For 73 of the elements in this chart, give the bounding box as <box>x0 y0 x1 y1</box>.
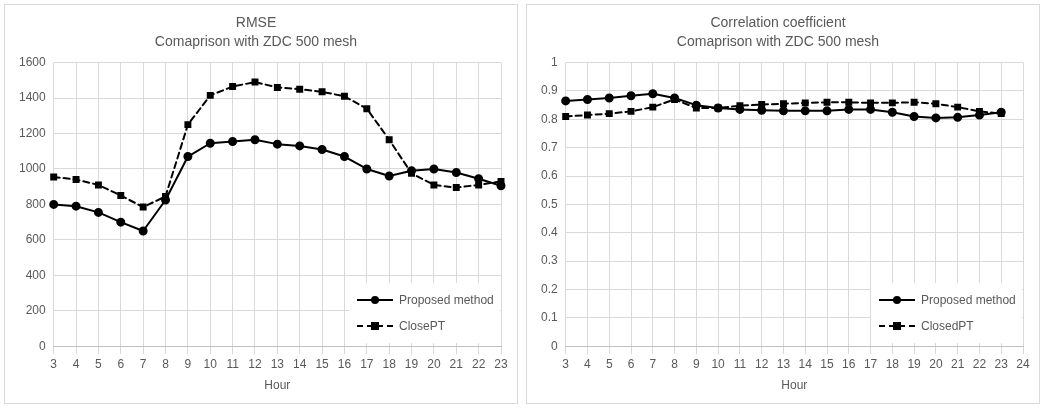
x-tick-label: 14 <box>798 356 813 371</box>
x-tick-label: 4 <box>72 356 80 371</box>
y-tick-label: 0.6 <box>540 168 558 183</box>
x-tick-label: 14 <box>293 356 307 371</box>
x-tick-label: 3 <box>562 356 570 371</box>
x-tick-label: 3 <box>50 356 58 371</box>
x-tick-label: 6 <box>117 356 125 371</box>
x-axis-title: Hour <box>781 378 808 393</box>
x-tick-label: 19 <box>404 356 419 371</box>
y-tick-label: 0.4 <box>540 225 558 240</box>
x-tick-label: 12 <box>248 356 262 371</box>
x-tick-label: 5 <box>95 356 103 371</box>
x-tick-label: 22 <box>471 356 486 371</box>
x-tick-label: 18 <box>382 356 397 371</box>
x-tick-label: 10 <box>711 356 726 371</box>
x-tick-label: 16 <box>842 356 856 371</box>
legend-label: Proposed method <box>921 293 1016 308</box>
x-tick-label: 13 <box>776 356 791 371</box>
x-tick-label: 11 <box>733 356 747 371</box>
x-tick-label: 4 <box>584 356 592 371</box>
y-tick-label: 400 <box>25 267 47 282</box>
x-tick-label: 21 <box>449 356 464 371</box>
chart-title: Correlation coefficient <box>710 14 846 31</box>
x-tick-label: 18 <box>885 356 900 371</box>
y-tick-label: 0.7 <box>540 139 558 154</box>
y-tick-label: 200 <box>25 303 47 318</box>
x-axis-title: Hour <box>264 378 291 393</box>
y-tick-label: 0.8 <box>540 111 558 126</box>
chart-title: RMSE <box>235 14 277 31</box>
y-tick-label: 0.9 <box>540 83 558 98</box>
x-tick-label: 7 <box>649 356 657 371</box>
x-tick-label: 21 <box>950 356 965 371</box>
y-tick-label: 1400 <box>18 90 47 105</box>
x-tick-label: 19 <box>907 356 922 371</box>
y-tick-label: 0.2 <box>540 281 558 296</box>
legend-label: Proposed method <box>399 293 494 308</box>
x-tick-label: 22 <box>972 356 987 371</box>
x-tick-label: 23 <box>494 356 508 371</box>
x-tick-label: 9 <box>184 356 192 371</box>
x-tick-label: 9 <box>693 356 700 371</box>
x-tick-label: 15 <box>315 356 330 371</box>
x-tick-label: 23 <box>994 356 1009 371</box>
x-tick-label: 11 <box>226 356 240 371</box>
x-tick-label: 8 <box>162 356 170 371</box>
chart-subtitle: Comaprison with ZDC 500 mesh <box>154 33 358 50</box>
y-tick-label: 1200 <box>18 125 47 140</box>
x-tick-label: 20 <box>427 356 441 371</box>
x-tick-label: 12 <box>755 356 769 371</box>
x-tick-label: 6 <box>627 356 635 371</box>
x-tick-label: 7 <box>139 356 147 371</box>
y-tick-label: 1 <box>550 54 558 69</box>
x-tick-label: 15 <box>820 356 834 371</box>
chart-subtitle: Comaprison with ZDC 500 mesh <box>676 33 880 50</box>
x-tick-label: 8 <box>671 356 679 371</box>
legend-label: ClosePT <box>399 319 446 334</box>
x-tick-label: 17 <box>360 356 374 371</box>
y-tick-label: 0.3 <box>540 253 558 268</box>
y-tick-label: 0.5 <box>540 196 558 211</box>
y-tick-label: 0 <box>39 338 47 353</box>
y-tick-label: 800 <box>25 196 47 211</box>
x-tick-label: 24 <box>1016 356 1030 371</box>
legend-label: ClosedPT <box>921 319 974 334</box>
y-tick-label: 0 <box>550 338 558 353</box>
x-tick-label: 16 <box>337 356 352 371</box>
x-tick-label: 5 <box>605 356 613 371</box>
y-tick-label: 1000 <box>18 161 47 176</box>
y-tick-label: 0.1 <box>540 310 558 325</box>
x-tick-label: 10 <box>203 356 218 371</box>
x-tick-label: 17 <box>863 356 878 371</box>
x-tick-label: 20 <box>929 356 943 371</box>
x-tick-label: 13 <box>270 356 285 371</box>
y-tick-label: 600 <box>25 232 47 247</box>
y-tick-label: 1600 <box>18 54 47 69</box>
